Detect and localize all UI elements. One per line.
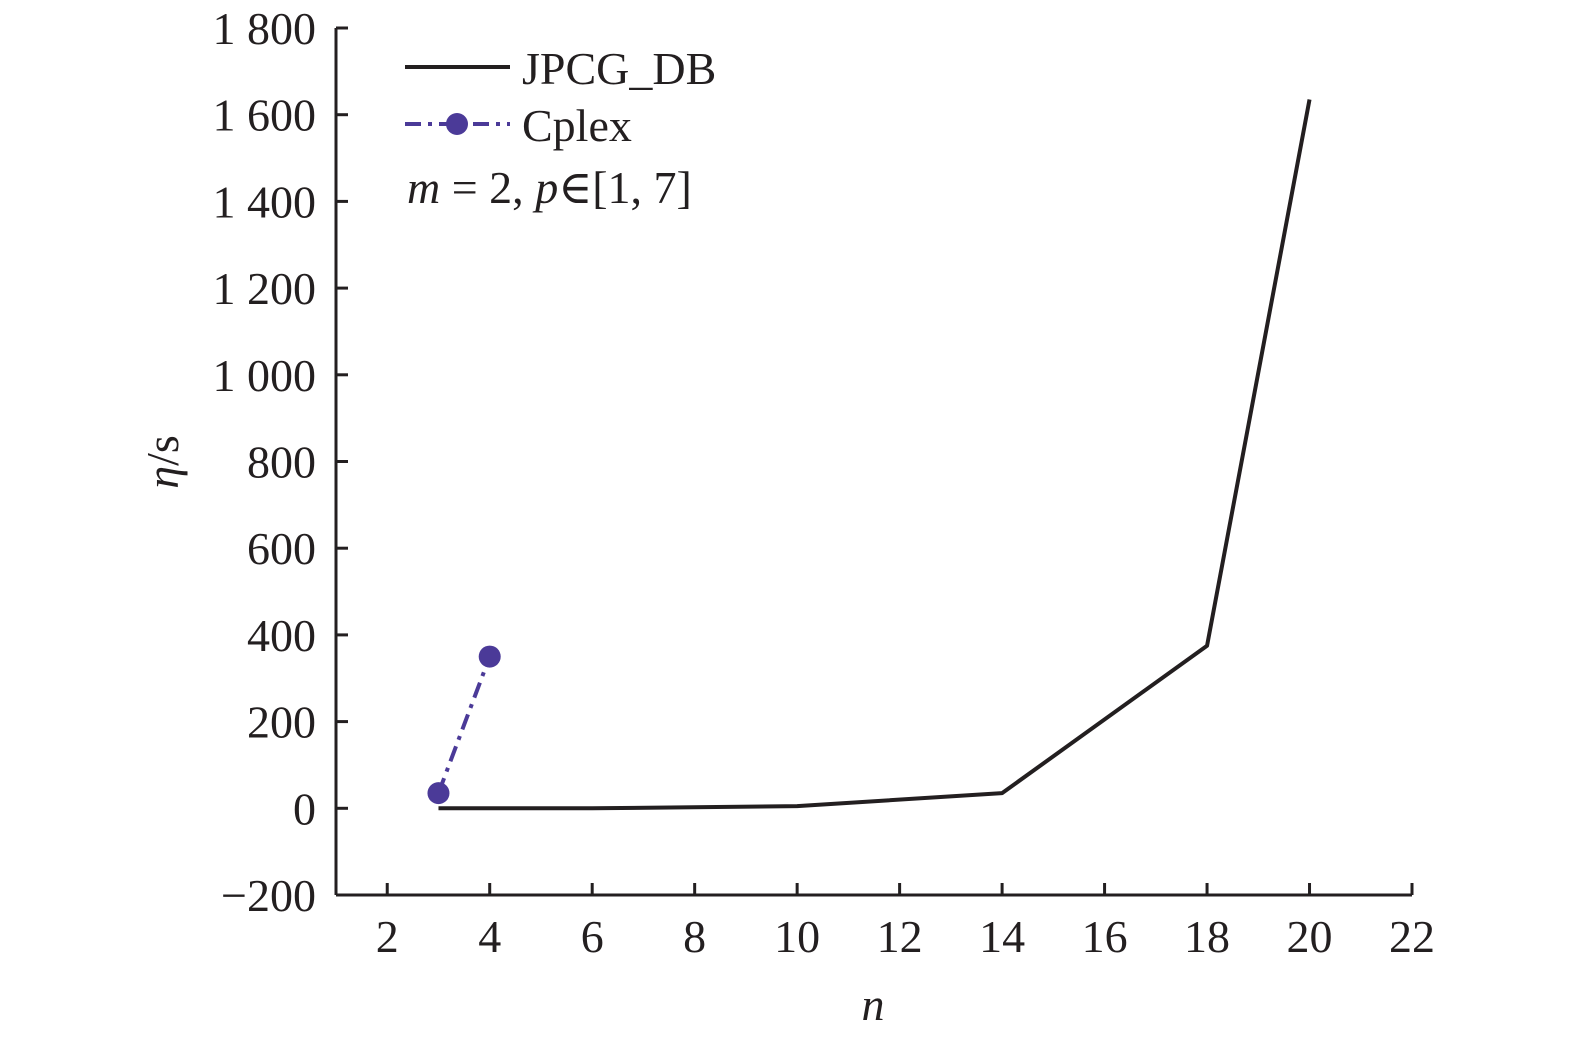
y-axis-title: η/s bbox=[137, 435, 188, 489]
annotation-m-text: = 2, bbox=[440, 162, 535, 213]
series-line-jpcg-db bbox=[438, 99, 1312, 811]
x-tick-label: 8 bbox=[683, 911, 706, 962]
annotation-p-text: ∈[1, 7] bbox=[558, 162, 692, 213]
x-axis-title: n bbox=[862, 979, 885, 1030]
data-point-cplex bbox=[427, 782, 450, 805]
y-tick-label: 400 bbox=[247, 610, 316, 661]
x-tick-label: 22 bbox=[1389, 911, 1435, 962]
y-tick-label: 0 bbox=[293, 783, 316, 834]
series-layer bbox=[427, 99, 1312, 811]
y-axis-ticks: −200 0 200 400 600 800 1 000 1 200 1 400 1 600 1 8… bbox=[213, 3, 348, 921]
x-tick-label: 14 bbox=[979, 911, 1025, 962]
x-tick-label: 16 bbox=[1082, 911, 1128, 962]
x-tick-label: 4 bbox=[478, 911, 501, 962]
x-tick-label: 20 bbox=[1287, 911, 1333, 962]
x-tick-label: 10 bbox=[774, 911, 820, 962]
y-tick-label: 800 bbox=[247, 437, 316, 488]
series-line-cplex bbox=[436, 655, 492, 794]
axes bbox=[334, 28, 1412, 897]
y-tick-label: 1 400 bbox=[213, 176, 317, 227]
x-tick-label: 12 bbox=[877, 911, 923, 962]
x-tick-label: 18 bbox=[1184, 911, 1230, 962]
x-tick-label: 6 bbox=[581, 911, 604, 962]
annotation-p-var: p bbox=[532, 162, 558, 213]
y-tick-label: 1 600 bbox=[213, 90, 317, 141]
y-tick-label: −200 bbox=[221, 870, 316, 921]
y-axis-title-unit: /s bbox=[137, 435, 188, 466]
y-tick-label: 600 bbox=[247, 523, 316, 574]
annotation-m-var: m bbox=[407, 162, 440, 213]
y-axis-title-symbol: η bbox=[137, 466, 188, 489]
legend-label-jpcg-db: JPCG_DB bbox=[522, 43, 716, 94]
y-tick-label: 200 bbox=[247, 697, 316, 748]
legend-label-cplex: Cplex bbox=[522, 100, 632, 151]
data-point-cplex bbox=[478, 645, 501, 668]
y-tick-label: 1 200 bbox=[213, 263, 317, 314]
x-tick-label: 2 bbox=[376, 911, 399, 962]
y-tick-label: 1 000 bbox=[213, 350, 317, 401]
legend: JPCG_DB Cplex m = 2, p∈[1, 7] bbox=[405, 43, 716, 213]
x-axis-ticks: 2 4 6 8 10 12 14 16 18 20 22 bbox=[376, 883, 1435, 962]
parameter-annotation: m = 2, p∈[1, 7] bbox=[407, 162, 692, 213]
legend-marker-cplex bbox=[446, 113, 468, 135]
y-tick-label: 1 800 bbox=[213, 3, 317, 54]
